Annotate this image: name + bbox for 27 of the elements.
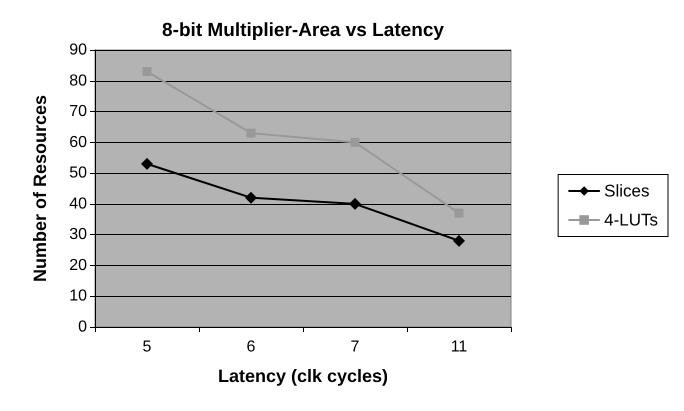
x-axis-title: Latency (clk cycles) xyxy=(218,366,388,386)
y-tick-label: 80 xyxy=(69,72,88,90)
chart-title: 8-bit Multiplier-Area vs Latency xyxy=(162,20,444,41)
y-axis-title: Number of Resources xyxy=(30,94,50,282)
y-tick-label: 10 xyxy=(69,288,88,305)
x-tick-label: 11 xyxy=(450,338,468,356)
legend-label: Slices xyxy=(604,182,650,200)
y-tick-label: 0 xyxy=(78,318,88,336)
y-tick-label: 20 xyxy=(69,256,88,274)
point xyxy=(453,234,465,247)
y-tick-label: 90 xyxy=(69,42,88,58)
point xyxy=(349,198,361,210)
point xyxy=(141,158,153,170)
point xyxy=(142,67,152,76)
point xyxy=(350,138,360,147)
y-tick-label: 70 xyxy=(69,103,88,120)
point xyxy=(245,192,257,204)
x-tick-label: 6 xyxy=(246,338,256,356)
legend-label: 4-LUTs xyxy=(604,210,658,230)
x-tick-label: 7 xyxy=(350,338,360,356)
y-tick-label: 40 xyxy=(69,195,88,212)
point xyxy=(246,128,256,138)
y-tick-label: 30 xyxy=(69,226,88,244)
y-tick-label: 50 xyxy=(69,164,88,182)
y-tick-label: 60 xyxy=(69,134,88,151)
point xyxy=(454,208,464,218)
x-tick-label: 5 xyxy=(142,338,152,356)
